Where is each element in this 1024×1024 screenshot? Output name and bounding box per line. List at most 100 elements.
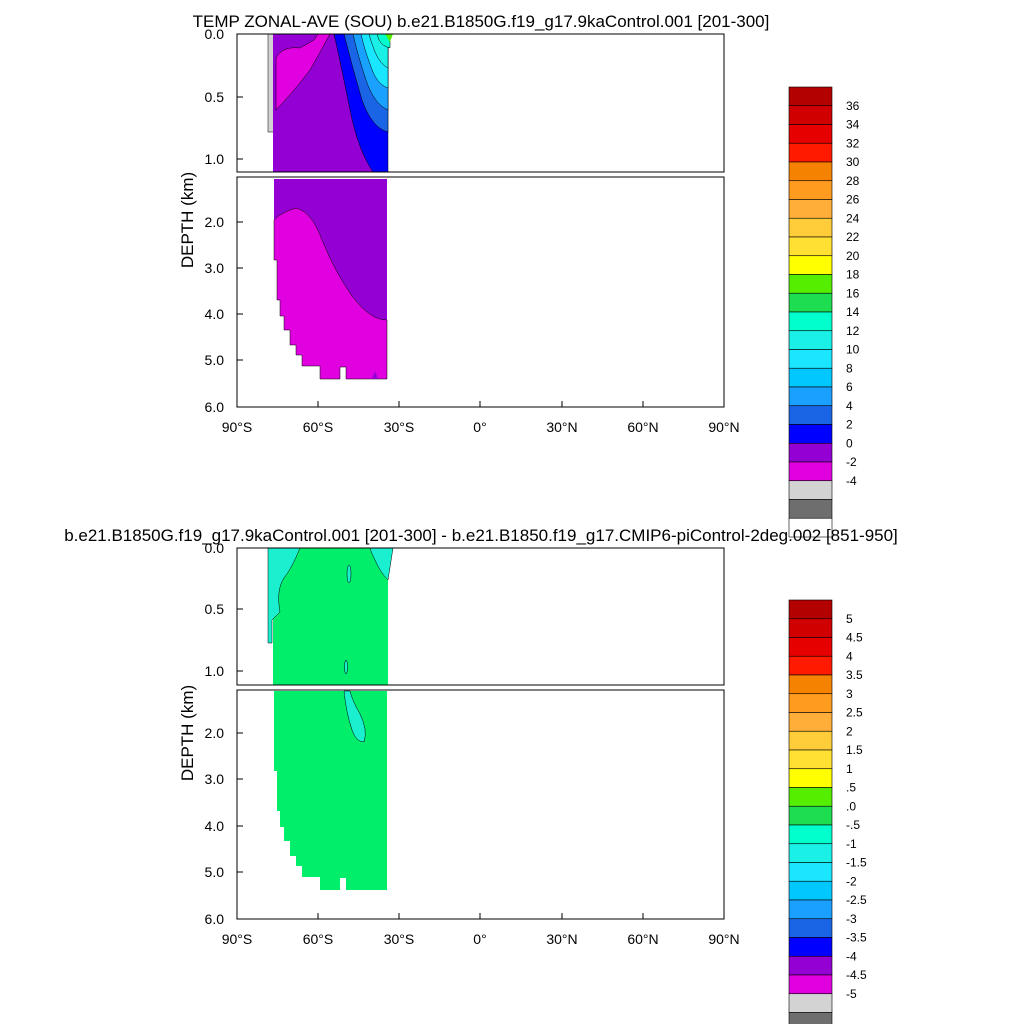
colorbar-label: 4.5 (846, 631, 863, 645)
colorbar-label: 3 (846, 687, 853, 701)
colorbar-label: -4.5 (846, 968, 867, 982)
colorbar-label: -5 (846, 987, 857, 1001)
region-cyan-plume (343, 690, 366, 743)
region-green (385, 34, 393, 42)
colorbar-swatch (788, 824, 833, 845)
colorbar-label: -3 (846, 912, 857, 926)
panel-2-y-tick-labels: 0.0 0.5 1.0 2.0 3.0 4.0 5.0 6.0 (205, 540, 225, 927)
panel-1-upper-field (267, 33, 393, 173)
colorbar-label: -1 (846, 837, 857, 851)
y-tick-label: 1.0 (205, 663, 225, 679)
y-tick-label: 3.0 (205, 771, 225, 787)
colorbar-label: -.5 (846, 818, 860, 832)
x-tick-label: 0° (473, 931, 486, 947)
colorbar-label: 36 (846, 99, 860, 113)
panel-2-lower-field (274, 690, 387, 890)
y-tick-label: 0.5 (205, 601, 225, 617)
panel-1-title: TEMP ZONAL-AVE (SOU) b.e21.B1850G.f19_g1… (193, 12, 770, 31)
panel-2-upper-field (267, 547, 394, 685)
colorbar-label: 22 (846, 230, 860, 244)
x-tick-label: 90°N (708, 931, 739, 947)
colorbar-label: -4 (846, 474, 857, 488)
y-tick-label: 5.0 (205, 352, 225, 368)
colorbar-label: 4 (846, 649, 853, 663)
panel-2-x-tick-labels: 90°S 60°S 30°S 0° 30°N 60°N 90°N (222, 931, 740, 947)
colorbar-swatch (788, 105, 833, 125)
colorbar-swatch (788, 236, 833, 257)
x-tick-label: 90°S (222, 419, 253, 435)
colorbar-swatch (788, 292, 833, 313)
panel-2-colorbar (788, 599, 833, 1024)
colorbar-label: 1 (846, 762, 853, 776)
colorbar-swatch (788, 386, 833, 407)
x-tick-label: 60°S (303, 931, 334, 947)
region-cyan-surface (267, 547, 301, 644)
region-magenta-surface (275, 33, 331, 111)
y-tick-label: 0.0 (205, 26, 225, 42)
colorbar-swatch (788, 655, 833, 676)
colorbar-label: .0 (846, 799, 856, 813)
colorbar-label: -2 (846, 874, 857, 888)
y-tick-label: 1.0 (205, 151, 225, 167)
region-cyan-spot (346, 564, 352, 584)
panel-1-y-axis-label: DEPTH (km) (178, 172, 197, 268)
colorbar-label: 0 (846, 436, 853, 450)
panel-1-x-tick-labels: 90°S 60°S 30°S 0° 30°N 60°N 90°N (222, 419, 740, 435)
region-green-upper (273, 548, 388, 685)
colorbar-label: -2.5 (846, 893, 867, 907)
colorbar-label: 24 (846, 211, 860, 225)
colorbar-swatch (788, 599, 833, 620)
region-purple-spot (372, 371, 378, 379)
x-tick-label: 30°S (384, 419, 415, 435)
colorbar-swatch (788, 311, 833, 332)
y-tick-label: 0.0 (205, 540, 225, 556)
colorbar-label: 8 (846, 361, 853, 375)
colorbar-label: 3.5 (846, 668, 863, 682)
colorbar-swatch (788, 993, 833, 1013)
colorbar-swatch (788, 899, 833, 920)
colorbar-swatch (788, 180, 833, 200)
colorbar-swatch (788, 843, 833, 863)
x-tick-label: 60°S (303, 419, 334, 435)
panel-2-colorbar-labels: 54.543.532.521.51.5.0-.5-1-1.5-2-2.5-3-3… (846, 612, 867, 1001)
colorbar-swatch (788, 461, 833, 482)
panel-2-title: b.e21.B1850G.f19_g17.9kaControl.001 [201… (64, 526, 898, 545)
colorbar-swatch (788, 637, 833, 657)
y-tick-label: 5.0 (205, 864, 225, 880)
colorbar-swatch (788, 749, 833, 770)
colorbar-label: 10 (846, 343, 860, 357)
colorbar-label: 14 (846, 305, 860, 319)
colorbar-swatch (788, 424, 833, 444)
colorbar-swatch (788, 918, 833, 938)
x-tick-label: 30°N (546, 931, 577, 947)
panel-2: b.e21.B1850G.f19_g17.9kaControl.001 [201… (64, 526, 898, 1024)
colorbar-label: -3.5 (846, 931, 867, 945)
region-green-lower (274, 691, 387, 890)
y-tick-label: 6.0 (205, 911, 225, 927)
colorbar-swatch (788, 367, 833, 388)
colorbar-label: 26 (846, 193, 860, 207)
colorbar-label: 32 (846, 136, 860, 150)
colorbar-label: 16 (846, 286, 860, 300)
colorbar-swatch (788, 937, 833, 957)
y-tick-label: 3.0 (205, 260, 225, 276)
colorbar-swatch (788, 880, 833, 901)
region-magenta-deep (273, 207, 388, 380)
colorbar-swatch (788, 862, 833, 882)
panel-2-upper-frame (236, 547, 725, 686)
y-tick-label: 4.0 (205, 818, 225, 834)
x-tick-label: 60°N (627, 419, 658, 435)
panel-1-upper-frame (236, 33, 725, 173)
x-tick-label: 30°N (546, 419, 577, 435)
y-tick-label: 2.0 (205, 725, 225, 741)
panel-1-colorbar (788, 86, 833, 538)
colorbar-swatch (788, 674, 833, 695)
colorbar-swatch (788, 517, 833, 538)
colorbar-swatch (788, 768, 833, 788)
panel-1-y-tick-labels: 0.0 0.5 1.0 2.0 3.0 4.0 5.0 6.0 (205, 26, 225, 415)
colorbar-swatch (788, 480, 833, 500)
colorbar-swatch (788, 217, 833, 238)
colorbar-swatch (788, 142, 833, 163)
